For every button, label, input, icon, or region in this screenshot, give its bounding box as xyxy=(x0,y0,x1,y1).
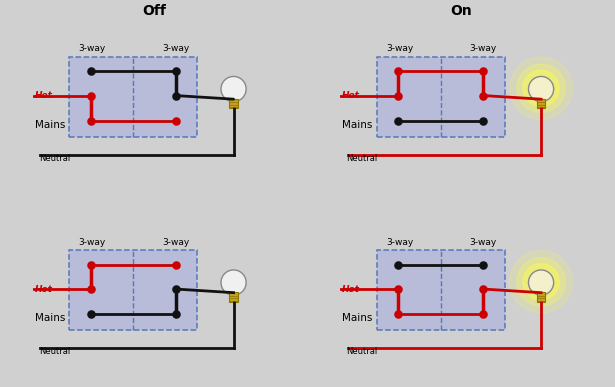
Bar xyxy=(376,250,505,330)
Text: Hot: Hot xyxy=(342,284,360,294)
Point xyxy=(478,118,488,124)
Point xyxy=(170,92,180,99)
Text: Hot: Hot xyxy=(342,91,360,100)
Bar xyxy=(69,57,197,137)
Point xyxy=(478,286,488,292)
Text: Neutral: Neutral xyxy=(39,154,70,163)
Circle shape xyxy=(510,250,573,313)
Circle shape xyxy=(528,270,554,295)
Bar xyxy=(376,57,505,137)
Point xyxy=(394,286,403,292)
Point xyxy=(170,286,180,292)
Text: 3-way: 3-way xyxy=(469,44,497,53)
Text: 3-way: 3-way xyxy=(469,238,497,247)
Point xyxy=(170,68,180,74)
Bar xyxy=(537,99,546,108)
Circle shape xyxy=(523,264,559,300)
Text: Mains: Mains xyxy=(342,313,373,323)
Point xyxy=(86,262,96,268)
Text: 3-way: 3-way xyxy=(79,44,106,53)
Circle shape xyxy=(523,70,559,106)
Point xyxy=(170,118,180,124)
Circle shape xyxy=(528,77,554,101)
Text: Mains: Mains xyxy=(35,120,65,130)
Circle shape xyxy=(221,270,246,295)
Point xyxy=(86,311,96,317)
Bar xyxy=(537,292,546,302)
Circle shape xyxy=(517,64,565,113)
Point xyxy=(170,311,180,317)
Point xyxy=(86,118,96,124)
Bar xyxy=(229,292,238,302)
Text: Neutral: Neutral xyxy=(346,348,378,356)
Text: 3-way: 3-way xyxy=(162,238,189,247)
Point xyxy=(478,92,488,99)
Text: 3-way: 3-way xyxy=(79,238,106,247)
Point xyxy=(478,311,488,317)
Bar xyxy=(229,99,238,108)
Text: 3-way: 3-way xyxy=(386,44,413,53)
Text: Off: Off xyxy=(142,4,165,18)
Point xyxy=(394,262,403,268)
Point xyxy=(86,92,96,99)
Text: 3-way: 3-way xyxy=(162,44,189,53)
Text: Neutral: Neutral xyxy=(39,348,70,356)
Text: Hot: Hot xyxy=(35,91,53,100)
Point xyxy=(478,68,488,74)
Circle shape xyxy=(517,258,565,306)
Point xyxy=(86,68,96,74)
Point xyxy=(394,311,403,317)
Point xyxy=(170,262,180,268)
Bar xyxy=(69,250,197,330)
Point xyxy=(394,92,403,99)
Text: On: On xyxy=(450,4,472,18)
Text: Mains: Mains xyxy=(342,120,373,130)
Text: 3-way: 3-way xyxy=(386,238,413,247)
Text: Hot: Hot xyxy=(35,284,53,294)
Text: Neutral: Neutral xyxy=(346,154,378,163)
Text: Mains: Mains xyxy=(35,313,65,323)
Circle shape xyxy=(221,77,246,101)
Point xyxy=(478,262,488,268)
Circle shape xyxy=(510,57,573,120)
Point xyxy=(86,286,96,292)
Point xyxy=(394,118,403,124)
Point xyxy=(394,68,403,74)
